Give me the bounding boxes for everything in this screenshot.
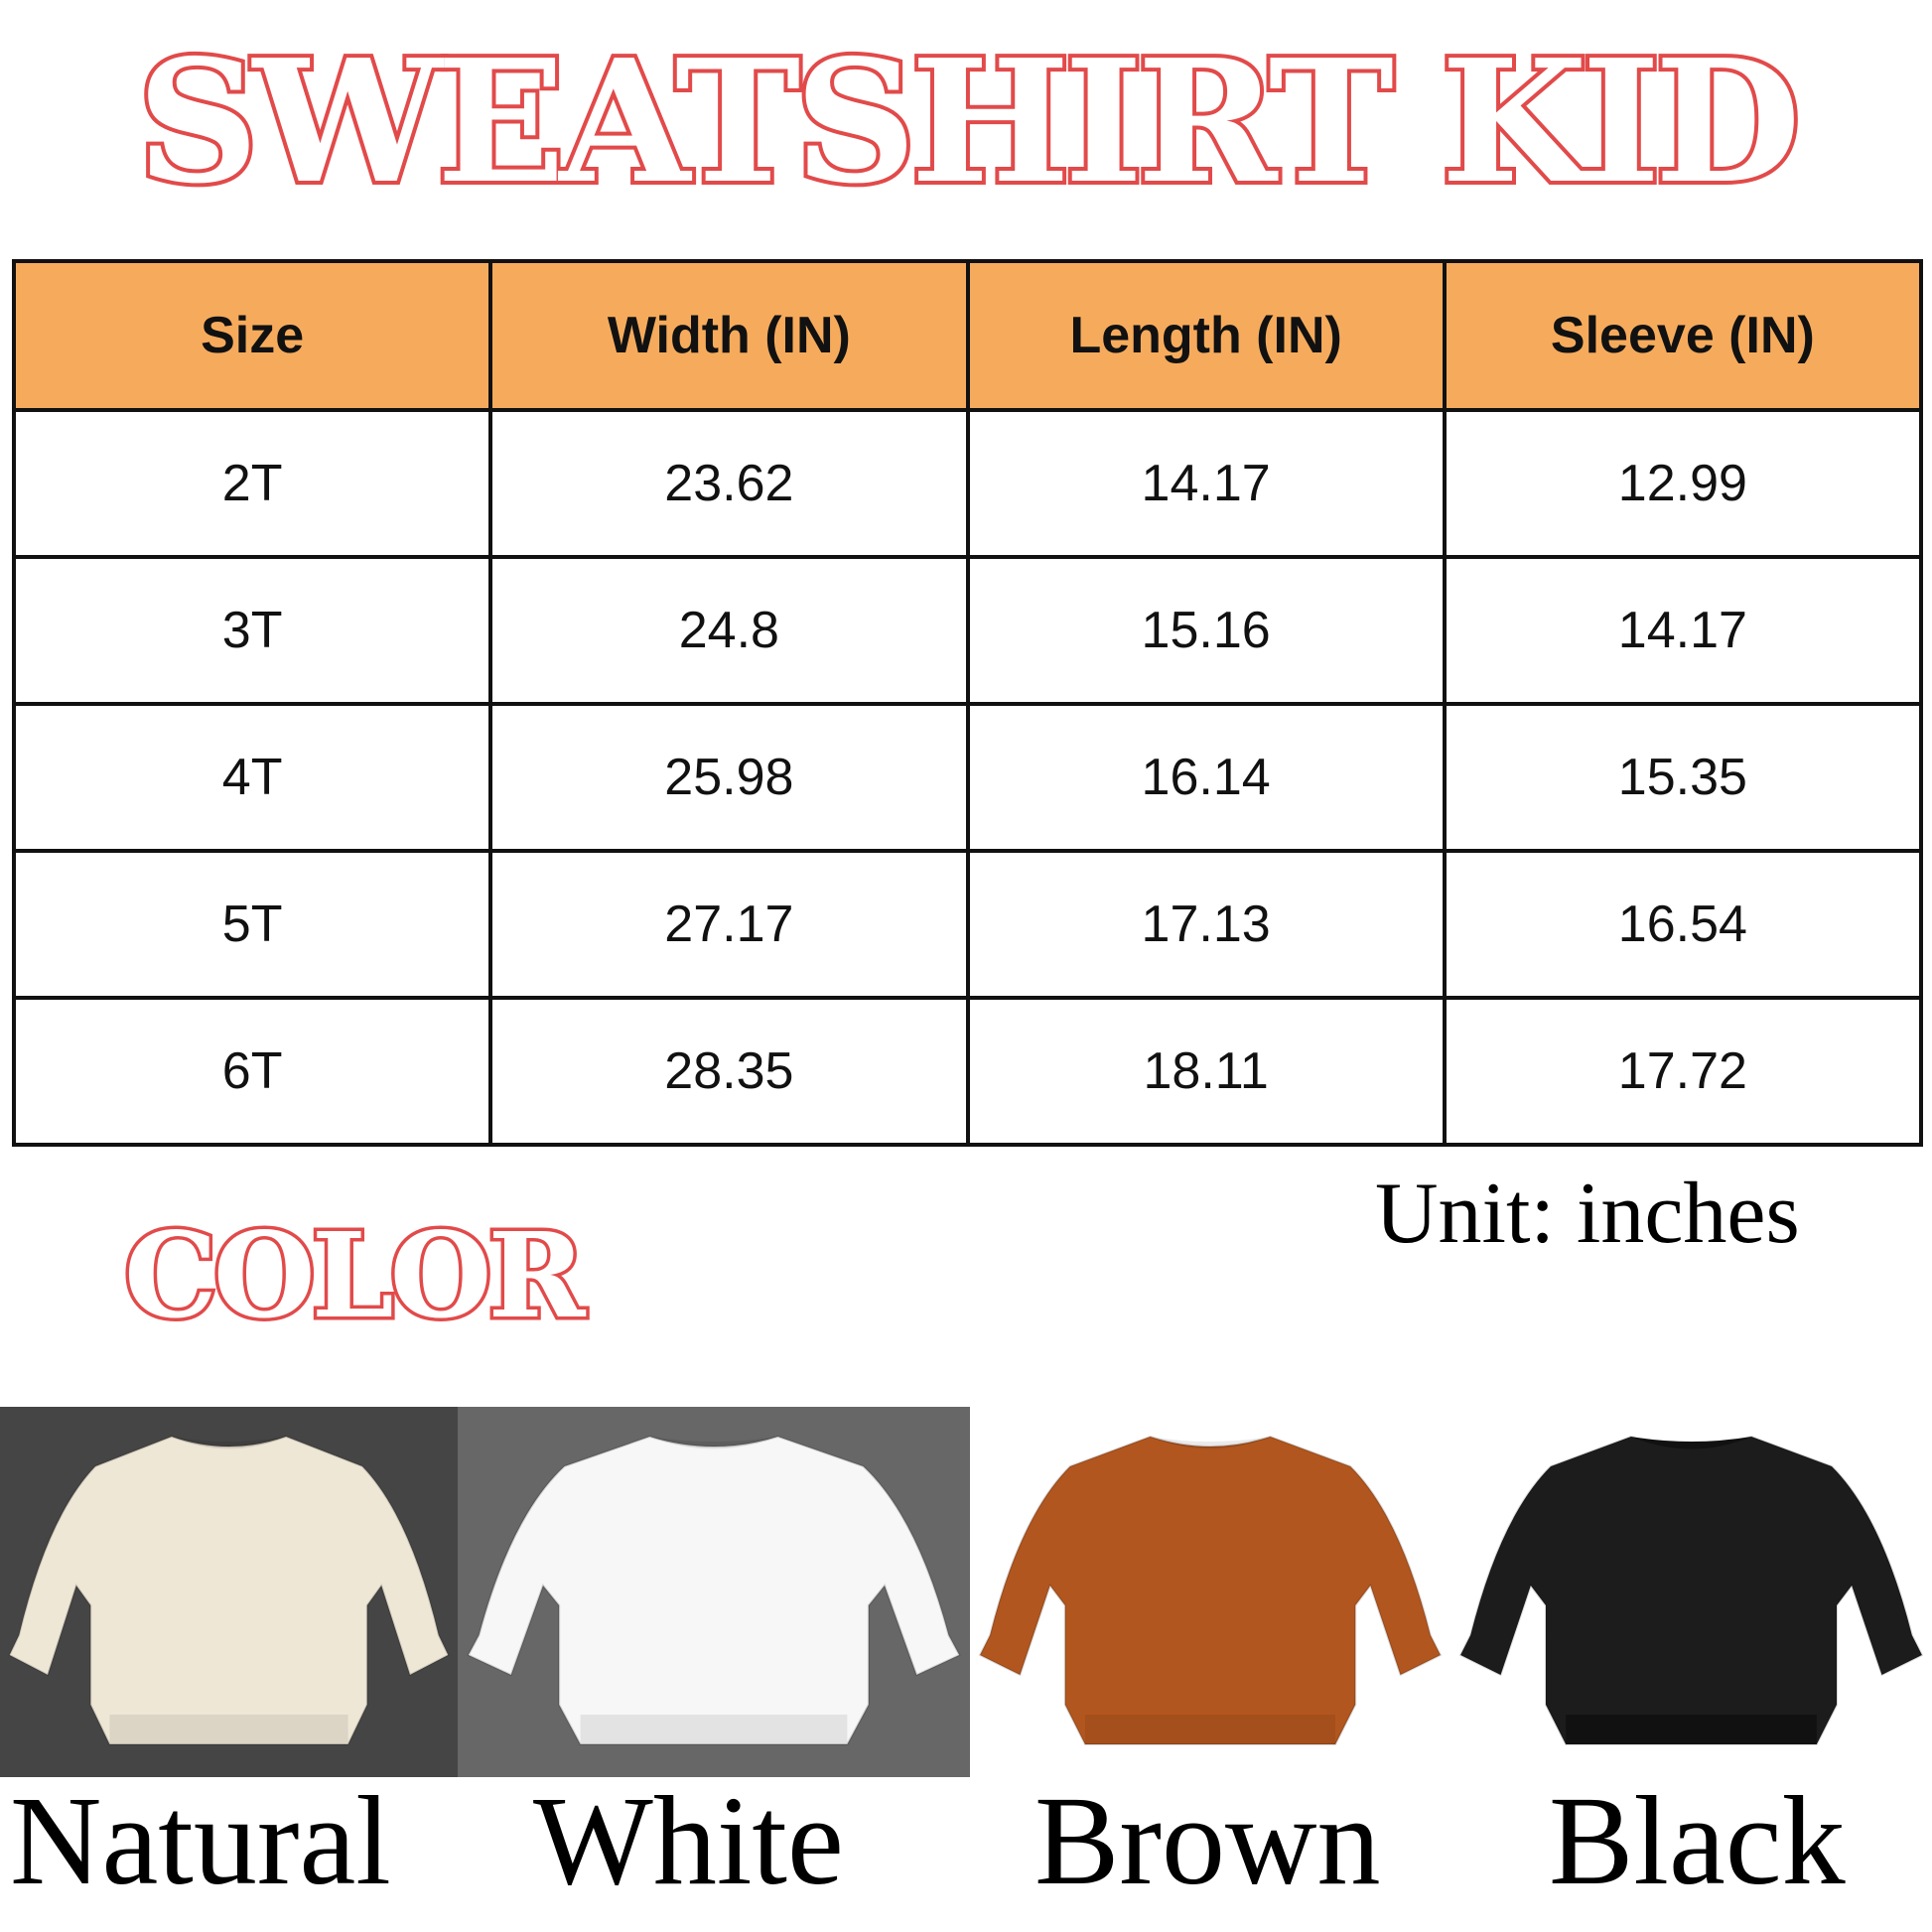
unit-note: Unit: inches xyxy=(1375,1166,1800,1262)
sweatshirt-icon xyxy=(8,1435,450,1745)
sweatshirt-icon xyxy=(978,1435,1443,1745)
table-header-row: Size Width (IN) Length (IN) Sleeve (IN) xyxy=(11,259,1924,412)
table-cell: 25.98 xyxy=(488,702,970,853)
table-cell: 15.16 xyxy=(965,555,1447,706)
sweatshirt-photo-white xyxy=(458,1407,970,1777)
table-cell: 15.35 xyxy=(1442,702,1924,853)
table-row: 6T 28.35 18.11 17.72 xyxy=(11,996,1924,1147)
table-row: 5T 27.17 17.13 16.54 xyxy=(11,849,1924,1000)
table-cell: 6T xyxy=(11,996,493,1147)
table-cell: 16.54 xyxy=(1442,849,1924,1000)
color-label-white: White xyxy=(533,1770,844,1911)
table-cell: 23.62 xyxy=(488,408,970,559)
table-cell: 14.17 xyxy=(965,408,1447,559)
color-label-brown: Brown xyxy=(1035,1770,1381,1911)
table-cell: 27.17 xyxy=(488,849,970,1000)
table-cell: 17.13 xyxy=(965,849,1447,1000)
table-row: 4T 25.98 16.14 15.35 xyxy=(11,702,1924,853)
table-cell: 3T xyxy=(11,555,493,706)
sweatshirt-icon xyxy=(1458,1435,1924,1745)
table-row: 2T 23.62 14.17 12.99 xyxy=(11,408,1924,559)
header-length: Length (IN) xyxy=(965,259,1447,412)
header-sleeve: Sleeve (IN) xyxy=(1442,259,1924,412)
table-cell: 17.72 xyxy=(1442,996,1924,1147)
table-cell: 5T xyxy=(11,849,493,1000)
color-heading: COLOR xyxy=(121,1203,590,1348)
sweatshirt-photo-natural xyxy=(0,1407,458,1777)
sweatshirt-icon xyxy=(467,1435,961,1745)
page-title: SWEATSHIRT KID xyxy=(133,23,1805,221)
header-size: Size xyxy=(11,259,493,412)
table-cell: 14.17 xyxy=(1442,555,1924,706)
size-chart-table: Size Width (IN) Length (IN) Sleeve (IN) … xyxy=(11,259,1924,1147)
sweatshirt-photo-black xyxy=(1450,1407,1932,1777)
table-cell: 24.8 xyxy=(488,555,970,706)
color-label-natural: Natural xyxy=(10,1770,391,1911)
table-row: 3T 24.8 15.16 14.17 xyxy=(11,555,1924,706)
table-cell: 18.11 xyxy=(965,996,1447,1147)
table-cell: 16.14 xyxy=(965,702,1447,853)
table-cell: 2T xyxy=(11,408,493,559)
header-width: Width (IN) xyxy=(488,259,970,412)
color-label-black: Black xyxy=(1549,1770,1846,1911)
table-cell: 4T xyxy=(11,702,493,853)
table-cell: 28.35 xyxy=(488,996,970,1147)
sweatshirt-photo-brown xyxy=(970,1407,1450,1777)
table-cell: 12.99 xyxy=(1442,408,1924,559)
